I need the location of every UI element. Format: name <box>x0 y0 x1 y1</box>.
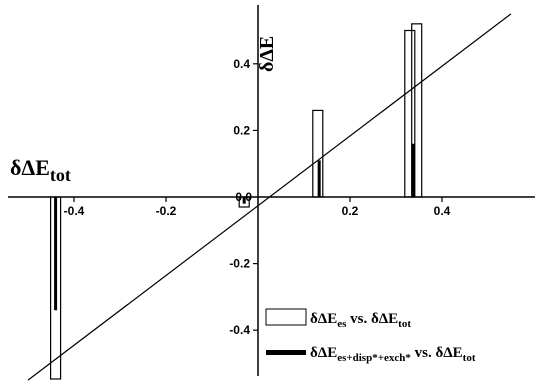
x-tick-label: 0.2 <box>342 204 359 218</box>
x-tick-label: 0.4 <box>434 204 451 218</box>
bar-es-disp-exch <box>242 197 246 204</box>
bar-es-disp-exch <box>411 143 415 197</box>
legend-label-es-disp-exch: δΔEes+disp*+exch* vs. δΔEtot <box>310 345 476 364</box>
legend-swatch-filled <box>266 350 306 355</box>
origin-tick-label: 0.0 <box>235 190 252 204</box>
y-tick-label: 0.4 <box>233 57 250 71</box>
y-tick-label: -0.2 <box>229 257 250 271</box>
x-axis-title: δΔEtot <box>10 155 71 185</box>
legend-label-es: δΔEes vs. δΔEtot <box>310 311 411 330</box>
legend: δΔEes vs. δΔEtot δΔEes+disp*+exch* vs. δ… <box>265 308 476 364</box>
svg-text:δΔEtot: δΔEtot <box>10 155 71 185</box>
x-tick-label: -0.4 <box>64 204 85 218</box>
y-axis-title: δΔE <box>256 36 278 72</box>
bar-es-disp-exch <box>54 197 58 311</box>
bar-es-disp-exch <box>317 160 321 197</box>
y-tick-label: 0.2 <box>233 123 250 137</box>
x-tick-label: -0.2 <box>156 204 177 218</box>
y-tick-label: -0.4 <box>229 323 250 337</box>
legend-swatch-hollow <box>265 308 307 326</box>
